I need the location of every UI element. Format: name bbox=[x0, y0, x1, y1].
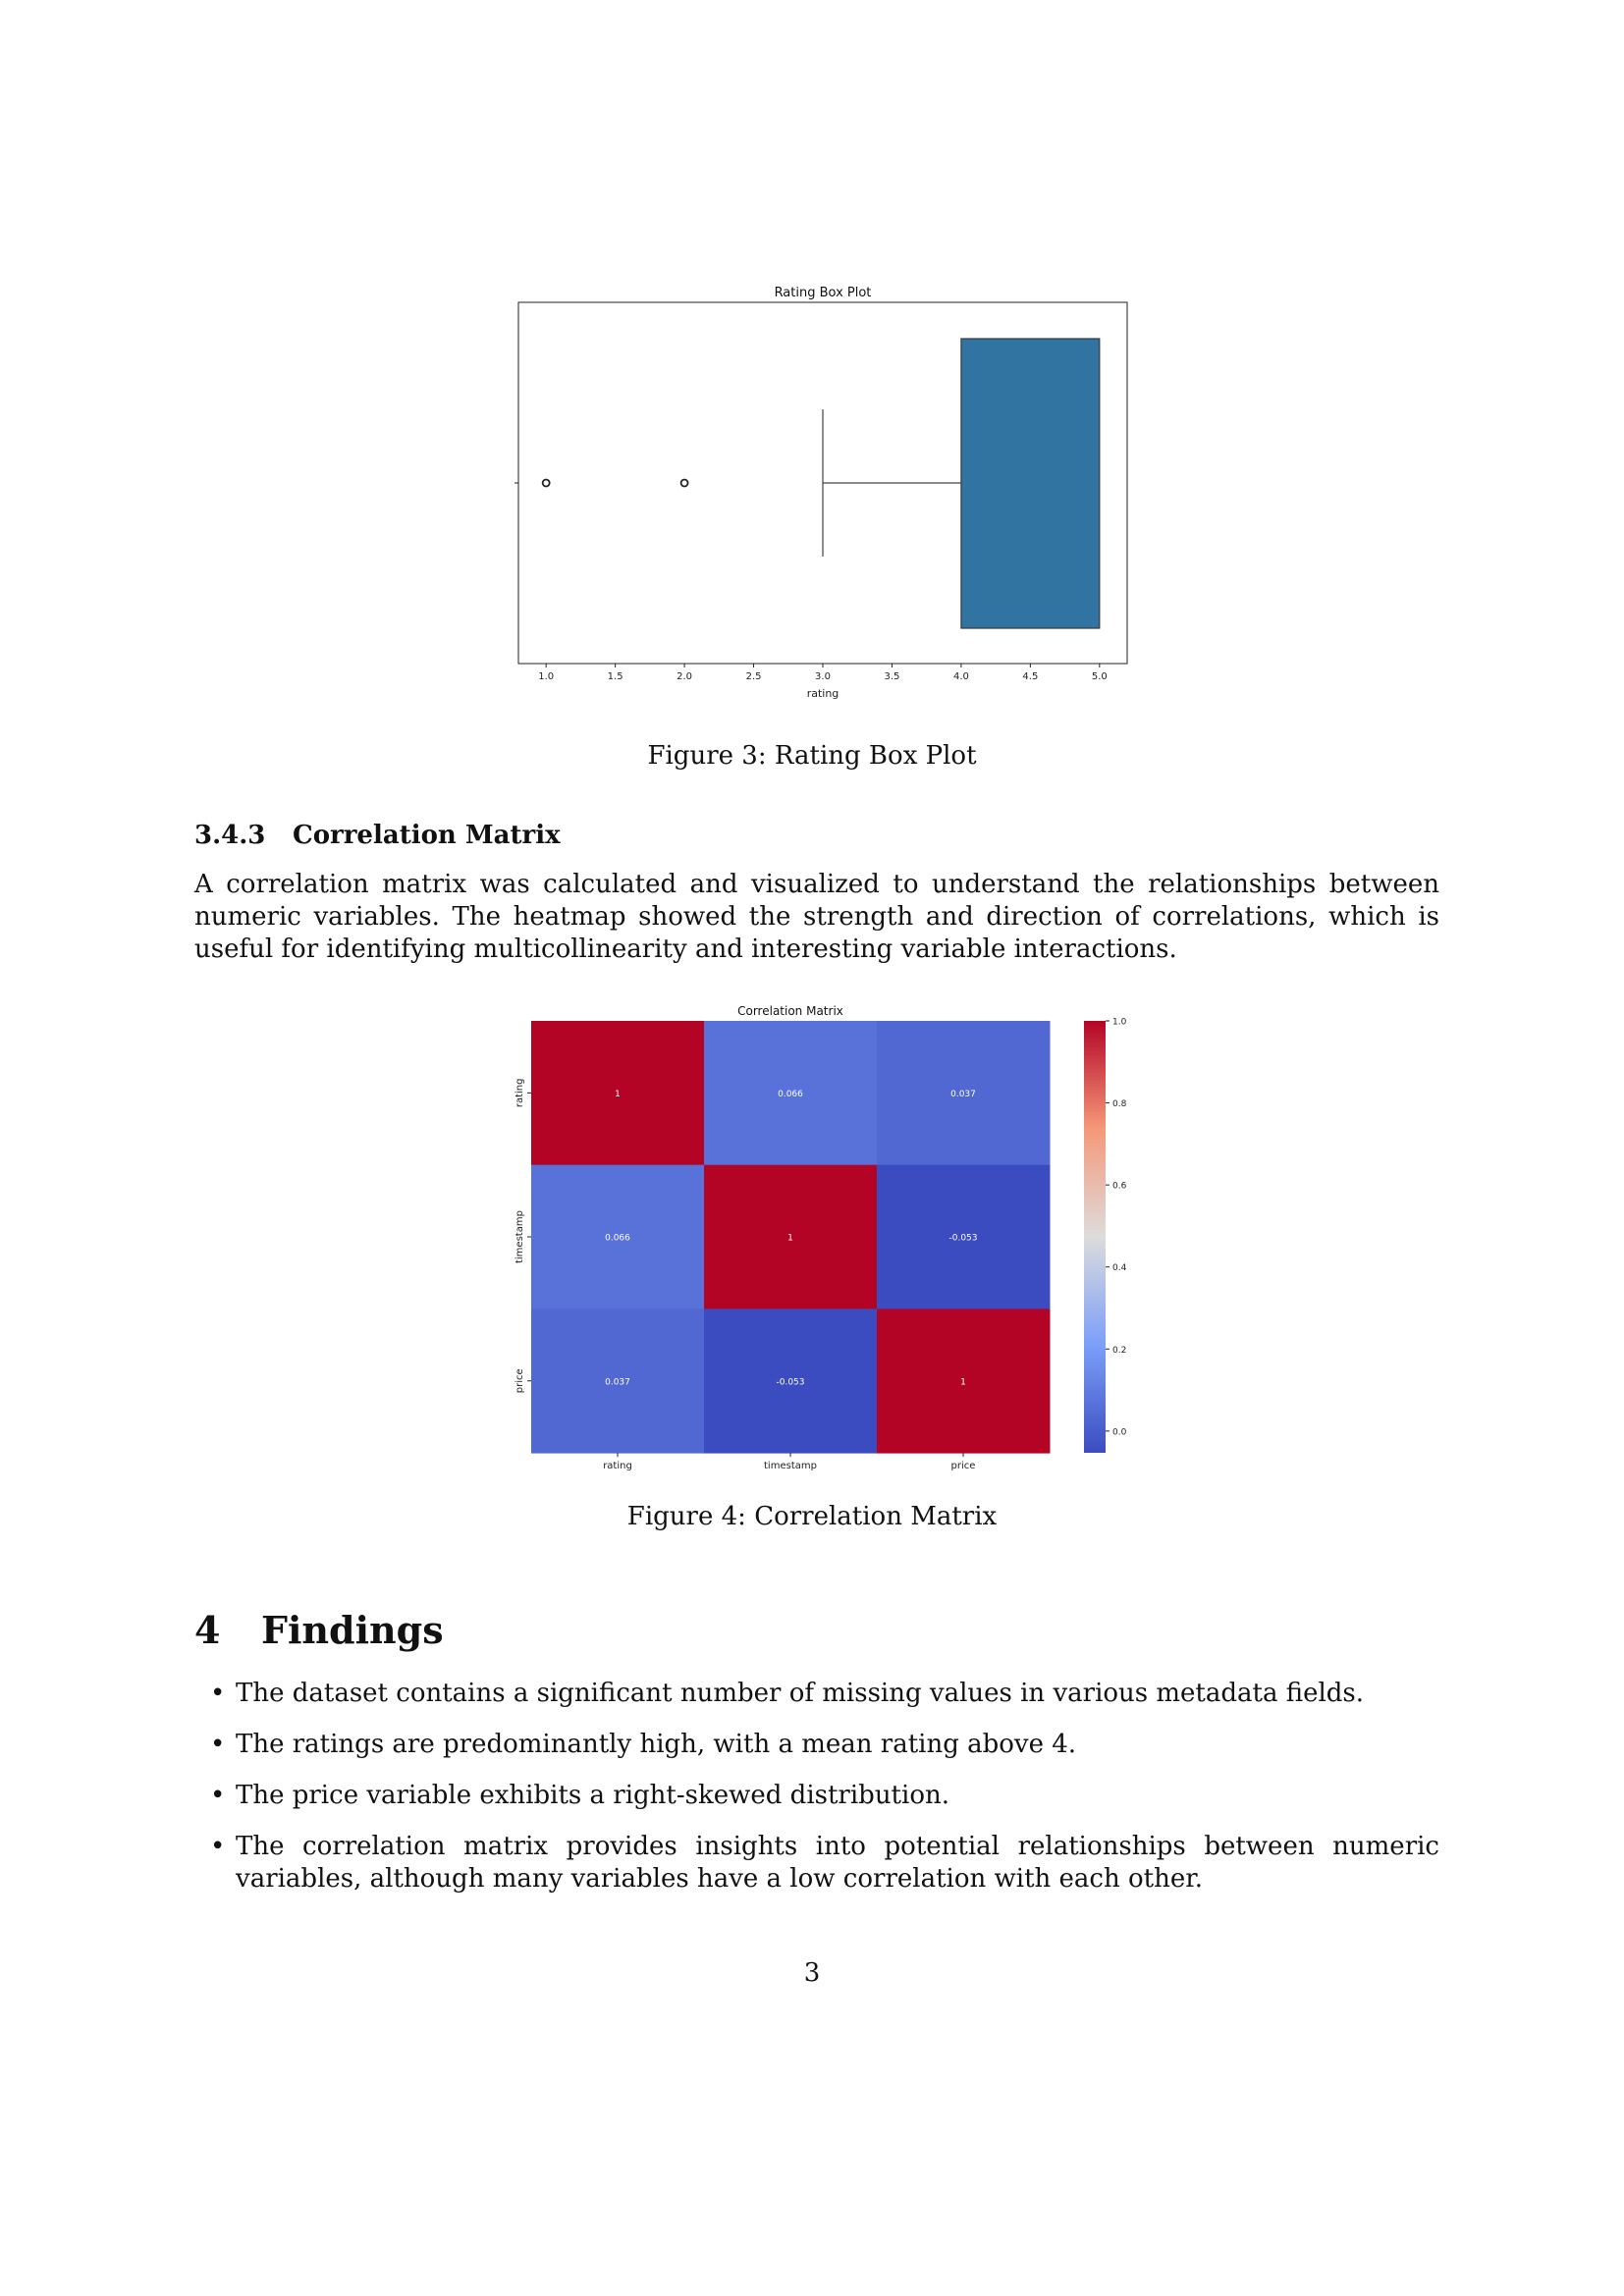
x-tick-label: 2.5 bbox=[746, 671, 762, 682]
colorbar-tick-label: 1.0 bbox=[1112, 1018, 1127, 1028]
x-tick-label: timestamp bbox=[764, 1461, 817, 1471]
colorbar-tick-label: 0.2 bbox=[1112, 1346, 1126, 1356]
heatmap-cell bbox=[704, 1308, 878, 1454]
list-item-text: The price variable exhibits a right-skew… bbox=[236, 1781, 949, 1810]
x-tick-label: price bbox=[951, 1461, 976, 1471]
x-axis-label: rating bbox=[807, 687, 839, 700]
x-tick-label: 1.0 bbox=[538, 671, 554, 682]
heatmap-cell bbox=[704, 1164, 878, 1309]
subsection-number: 3.4.3 bbox=[194, 821, 266, 850]
outlier-point bbox=[541, 478, 551, 488]
subsection-heading: 3.4.3 Correlation Matrix bbox=[194, 821, 561, 850]
cell-value-label: 0.066 bbox=[778, 1090, 803, 1099]
heatmap-cell bbox=[531, 1164, 705, 1309]
x-tick-label: rating bbox=[603, 1461, 632, 1471]
cell-value-label: 0.037 bbox=[605, 1377, 630, 1387]
outlier-point bbox=[679, 478, 689, 488]
y-tick-label: timestamp bbox=[514, 1210, 525, 1263]
heatmap-cell bbox=[877, 1164, 1051, 1309]
subsection-title: Correlation Matrix bbox=[293, 821, 561, 850]
correlation-paragraph: A correlation matrix was calculated and … bbox=[194, 870, 1439, 964]
x-tick-label: 4.5 bbox=[1022, 671, 1038, 682]
heatmap-cell bbox=[531, 1308, 705, 1454]
rating-box-plot: Rating Box Plot 1.0 1.5 2.0 2.5 3.0 3.5 4.0 4.5 5… bbox=[514, 286, 1128, 700]
x-tick-label: 2.0 bbox=[677, 671, 692, 682]
list-item-text: The correlation matrix provides insights… bbox=[236, 1832, 1439, 1894]
colorbar-tick-label: 0.8 bbox=[1112, 1099, 1127, 1109]
box bbox=[960, 338, 1101, 629]
x-tick-label: 3.0 bbox=[815, 671, 831, 682]
findings-list: • The dataset contains a significant numb… bbox=[210, 1678, 1439, 1914]
page-number: 3 bbox=[803, 1958, 821, 1988]
x-tick-label: 3.5 bbox=[885, 671, 900, 682]
bullet-icon: • bbox=[210, 1679, 226, 1708]
bullet-icon: • bbox=[210, 1832, 226, 1861]
colorbar-tick-label: 0.0 bbox=[1112, 1427, 1127, 1437]
list-item-text: The ratings are predominantly high, with… bbox=[236, 1730, 1077, 1759]
list-item-text: The dataset contains a significant numbe… bbox=[236, 1679, 1365, 1708]
colorbar-tick-label: 0.6 bbox=[1112, 1182, 1127, 1192]
chart-title: Correlation Matrix bbox=[737, 1004, 843, 1018]
cell-value-label: 1 bbox=[960, 1377, 966, 1387]
bullet-icon: • bbox=[210, 1781, 226, 1810]
x-tick-label: 1.5 bbox=[608, 671, 623, 682]
x-tick-label: 4.0 bbox=[953, 671, 969, 682]
list-item: • The price variable exhibits a right-ske… bbox=[210, 1780, 1439, 1812]
y-tick-label: rating bbox=[514, 1079, 525, 1108]
heatmap-cell bbox=[877, 1308, 1051, 1454]
list-item: • The correlation matrix provides insight… bbox=[210, 1831, 1439, 1896]
list-item: • The ratings are predominantly high, wit… bbox=[210, 1729, 1439, 1761]
cell-value-label: 0.037 bbox=[950, 1090, 976, 1099]
bullet-icon: • bbox=[210, 1730, 226, 1759]
heatmap-cell bbox=[704, 1021, 878, 1166]
list-item: • The dataset contains a significant numb… bbox=[210, 1678, 1439, 1710]
cell-value-label: -0.053 bbox=[948, 1234, 977, 1244]
chart-title: Rating Box Plot bbox=[775, 286, 872, 300]
section-heading: 4 Findings bbox=[194, 1608, 444, 1652]
figure-3-caption: Figure 3: Rating Box Plot bbox=[647, 741, 977, 771]
x-tick-label: 5.0 bbox=[1092, 671, 1108, 682]
cell-value-label: 1 bbox=[787, 1234, 793, 1244]
figure-4-caption: Figure 4: Correlation Matrix bbox=[626, 1502, 998, 1531]
cell-value-label: -0.053 bbox=[776, 1377, 804, 1387]
colorbar bbox=[1084, 1021, 1106, 1453]
heatmap-cell bbox=[531, 1021, 705, 1166]
section-title: Findings bbox=[261, 1608, 444, 1652]
y-tick-label: price bbox=[514, 1368, 525, 1393]
section-number: 4 bbox=[194, 1608, 221, 1652]
heatmap-cell bbox=[877, 1021, 1051, 1166]
correlation-heatmap: Correlation Matrix 1 0.066 0.037 0.066 1 -0.05… bbox=[514, 1004, 1127, 1471]
cell-value-label: 1 bbox=[615, 1090, 621, 1099]
colorbar-tick-label: 0.4 bbox=[1112, 1263, 1127, 1273]
cell-value-label: 0.066 bbox=[605, 1234, 630, 1244]
